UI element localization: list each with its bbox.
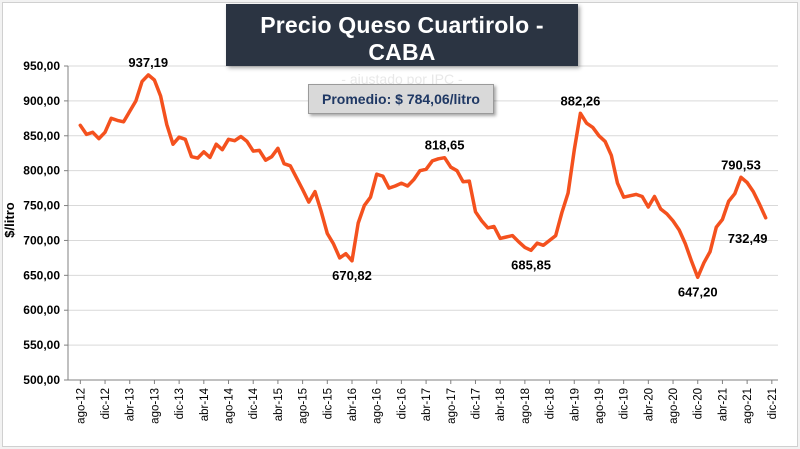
x-tick-label: ago-16 bbox=[372, 388, 384, 424]
y-tick-label: 800,00 bbox=[23, 164, 60, 178]
x-tick-label: ago-12 bbox=[75, 388, 87, 424]
y-tick-labels: 500,00 550,00 600,00 650,00 700,00 750,00 800,… bbox=[23, 59, 60, 387]
x-tick-label: dic-21 bbox=[767, 388, 779, 419]
chart-title: Precio Queso Cuartirolo - CABA bbox=[260, 12, 544, 65]
axes bbox=[64, 65, 778, 384]
x-tick-label: ago-18 bbox=[520, 388, 532, 424]
y-tick-label: 550,00 bbox=[23, 338, 60, 352]
x-tick-label: ago-19 bbox=[594, 388, 606, 424]
x-tick-label: dic-19 bbox=[619, 388, 631, 419]
x-tick-labels: ago-12 dic-12 abr-13 ago-13 dic-13 abr-14 ago-… bbox=[75, 387, 778, 423]
data-labels: 937,19 670,82 818,65 685,85 882,26 647,20 790,… bbox=[128, 55, 767, 299]
x-tick-label: dic-12 bbox=[100, 388, 112, 419]
y-tick-label: 700,00 bbox=[23, 233, 60, 247]
data-label: 937,19 bbox=[128, 55, 168, 70]
average-label: Promedio: bbox=[322, 91, 392, 107]
x-tick-label: dic-13 bbox=[174, 388, 186, 419]
x-tick-label: ago-20 bbox=[668, 388, 680, 424]
y-tick-label: 500,00 bbox=[23, 373, 60, 387]
x-tick-label: abr-18 bbox=[495, 388, 507, 421]
y-tick-label: 850,00 bbox=[23, 129, 60, 143]
price-series bbox=[78, 73, 768, 280]
data-label: 670,82 bbox=[332, 268, 372, 283]
data-label: 732,49 bbox=[728, 231, 768, 246]
x-tick-label: dic-15 bbox=[322, 388, 334, 419]
price-line bbox=[78, 73, 768, 280]
data-label: 647,20 bbox=[678, 284, 718, 299]
x-tick-label: ago-21 bbox=[742, 388, 754, 424]
x-tick-label: abr-16 bbox=[347, 388, 359, 421]
x-tick-label: ago-15 bbox=[298, 388, 310, 424]
x-tick-label: abr-15 bbox=[273, 388, 285, 421]
chart-title-box: Precio Queso Cuartirolo - CABA - ajustad… bbox=[226, 4, 578, 87]
x-tick-label: dic-20 bbox=[693, 388, 705, 419]
data-label: 790,53 bbox=[721, 157, 761, 172]
x-tick-label: ago-14 bbox=[224, 387, 236, 423]
y-tick-label: 900,00 bbox=[23, 94, 60, 108]
x-tick-label: abr-17 bbox=[421, 388, 433, 421]
x-tick-label: abr-13 bbox=[125, 388, 137, 421]
y-axis-label: $/litro bbox=[2, 202, 17, 237]
x-tick-label: abr-21 bbox=[717, 388, 729, 421]
y-tick-label: 750,00 bbox=[23, 199, 60, 213]
chart-subtitle: - ajustado por IPC - bbox=[341, 71, 463, 87]
x-tick-label: ago-17 bbox=[446, 388, 458, 424]
x-tick-label: abr-19 bbox=[569, 388, 581, 421]
data-label: 818,65 bbox=[425, 138, 465, 153]
y-tick-label: 950,00 bbox=[23, 59, 60, 73]
x-tick-label: dic-14 bbox=[248, 387, 260, 419]
x-tick-label: abr-14 bbox=[199, 387, 211, 421]
x-tick-label: dic-16 bbox=[396, 388, 408, 419]
x-tick-label: ago-13 bbox=[149, 388, 161, 424]
y-tick-label: 650,00 bbox=[23, 268, 60, 282]
data-label: 685,85 bbox=[511, 257, 551, 272]
average-value: $ 784,06/litro bbox=[395, 91, 480, 107]
x-tick-label: abr-20 bbox=[643, 388, 655, 421]
y-tick-label: 600,00 bbox=[23, 303, 60, 317]
x-tick-label: dic-18 bbox=[545, 388, 557, 419]
average-annotation: Promedio: $ 784,06/litro bbox=[308, 84, 494, 114]
data-label: 882,26 bbox=[561, 93, 601, 108]
x-tick-label: dic-17 bbox=[470, 388, 482, 419]
